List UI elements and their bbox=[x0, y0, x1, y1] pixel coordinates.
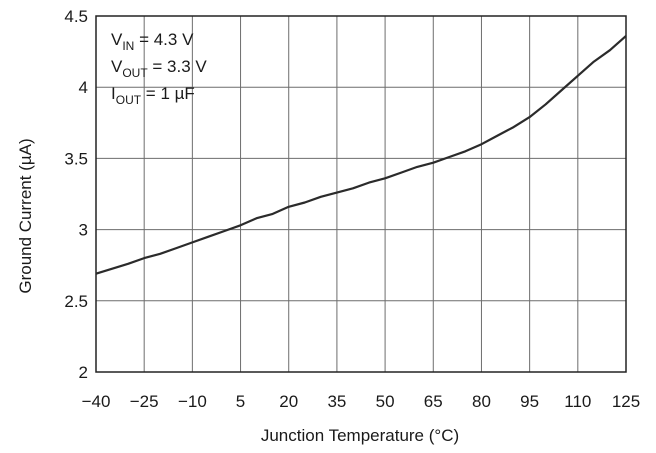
x-tick-label: 65 bbox=[424, 392, 443, 411]
ground-current-line bbox=[95, 35, 627, 275]
y-tick-label: 4 bbox=[79, 78, 88, 97]
x-tick-label: 80 bbox=[472, 392, 491, 411]
condition-annotation: IOUT = 1 µF bbox=[111, 84, 195, 107]
x-axis-label: Junction Temperature (°C) bbox=[261, 426, 459, 445]
x-tick-label: −10 bbox=[178, 392, 207, 411]
y-tick-label: 3 bbox=[79, 221, 88, 240]
x-tick-label: 110 bbox=[564, 392, 591, 411]
y-tick-label: 2.5 bbox=[64, 292, 88, 311]
x-tick-labels: −40 −25 −10 5 20 35 50 65 80 95 110 125 bbox=[82, 392, 641, 411]
plot-frame bbox=[95, 15, 627, 373]
y-tick-label: 3.5 bbox=[64, 149, 88, 168]
x-tick-label: 20 bbox=[279, 392, 298, 411]
y-tick-labels: 2 2.5 3 3.5 4 4.5 bbox=[64, 7, 88, 382]
y-tick-label: 2 bbox=[79, 363, 88, 382]
x-tick-label: 35 bbox=[327, 392, 346, 411]
plot-border bbox=[95, 15, 627, 373]
x-tick-label: −40 bbox=[82, 392, 111, 411]
x-tick-label: 95 bbox=[520, 392, 539, 411]
condition-annotation: VIN = 4.3 V bbox=[111, 30, 194, 53]
x-tick-label: −25 bbox=[130, 392, 159, 411]
series-layer bbox=[95, 35, 627, 275]
x-tick-label: 50 bbox=[376, 392, 395, 411]
x-tick-label: 125 bbox=[612, 392, 640, 411]
y-tick-label: 4.5 bbox=[64, 7, 88, 26]
condition-annotations: VIN = 4.3 V VOUT = 3.3 V IOUT = 1 µF bbox=[111, 30, 207, 107]
x-tick-label: 5 bbox=[236, 392, 245, 411]
y-axis-label: Ground Current (µA) bbox=[16, 138, 35, 293]
condition-annotation: VOUT = 3.3 V bbox=[111, 57, 207, 80]
